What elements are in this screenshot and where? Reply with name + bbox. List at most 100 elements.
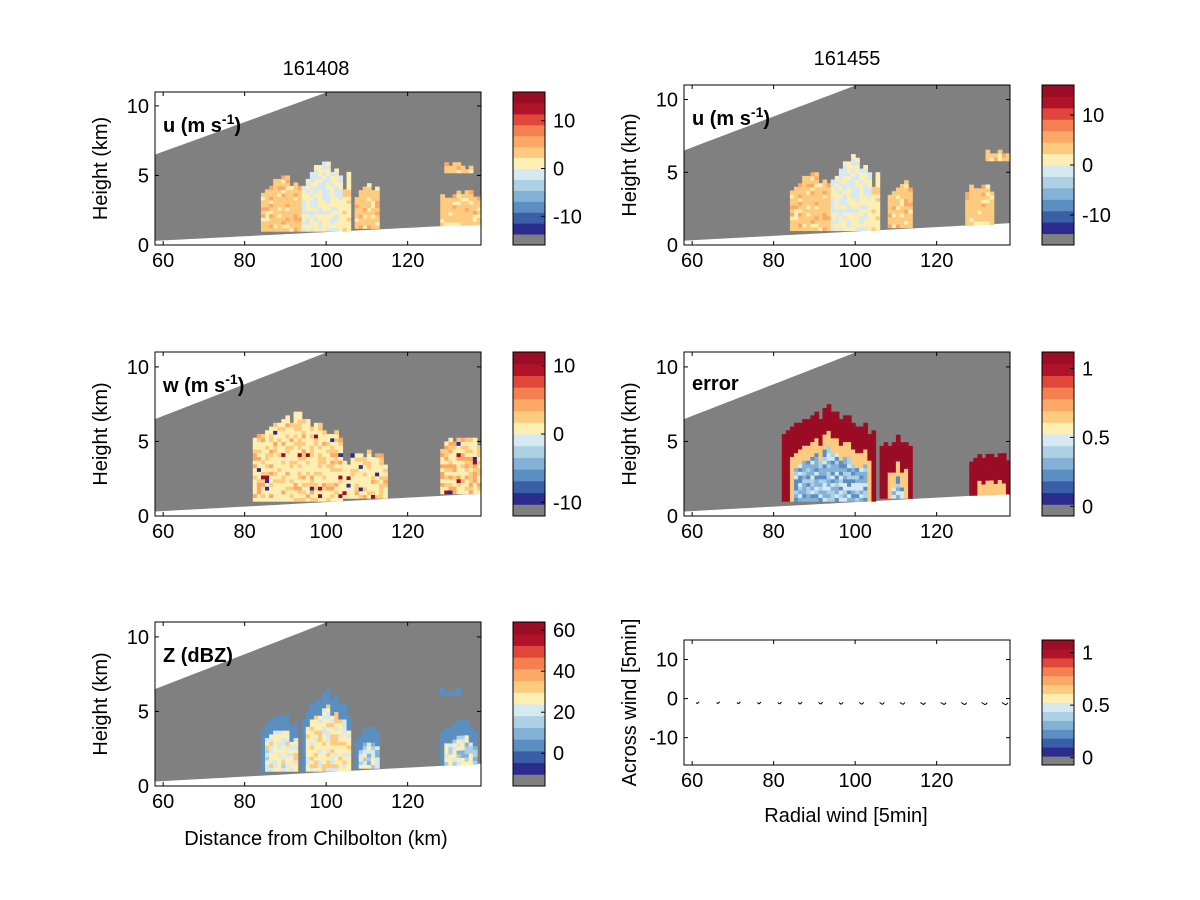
colorbar-missing-swatch xyxy=(513,774,545,786)
echo-cell xyxy=(814,219,820,224)
echo-cell xyxy=(273,475,278,480)
echo-cell xyxy=(277,426,282,431)
echo-cell xyxy=(468,193,474,198)
echo-cell xyxy=(358,749,364,754)
echo-cell xyxy=(855,223,860,228)
echo-cell xyxy=(973,487,978,492)
echo-cell xyxy=(802,419,807,424)
echo-cell xyxy=(810,219,815,224)
echo-cell xyxy=(806,201,811,206)
echo-cell xyxy=(269,456,274,461)
echo-cell xyxy=(293,192,299,197)
echo-cell xyxy=(326,182,331,187)
echo-cell xyxy=(456,757,462,762)
echo-cell xyxy=(346,752,352,757)
echo-cell xyxy=(366,494,372,499)
echo-cell xyxy=(313,182,319,187)
echo-cell xyxy=(895,442,901,447)
echo-cell xyxy=(851,493,856,498)
echo-cell xyxy=(838,489,844,495)
echo-cell xyxy=(899,449,905,454)
echo-cell xyxy=(989,213,995,218)
echo-cell xyxy=(440,687,445,692)
x-tick-label: 80 xyxy=(234,791,256,813)
echo-cell xyxy=(366,457,372,462)
echo-cell xyxy=(456,471,462,476)
echo-cell xyxy=(281,756,286,761)
echo-cell xyxy=(879,472,885,477)
echo-cell xyxy=(834,208,840,213)
echo-cell xyxy=(305,763,311,768)
echo-cell xyxy=(370,486,376,492)
echo-cell xyxy=(375,221,380,226)
echo-cell xyxy=(842,419,848,424)
echo-cell xyxy=(859,175,864,181)
echo-cell xyxy=(814,448,820,454)
echo-cell xyxy=(362,190,368,195)
echo-region xyxy=(789,172,832,232)
echo-cell xyxy=(834,475,840,480)
echo-cell xyxy=(464,452,470,457)
echo-cell xyxy=(985,461,991,466)
echo-cell xyxy=(273,748,278,754)
echo-cell xyxy=(326,227,331,232)
echo-cell xyxy=(464,448,470,454)
echo-cell xyxy=(375,464,380,469)
echo-cell xyxy=(993,479,999,484)
echo-cell xyxy=(806,460,811,465)
echo-cell xyxy=(277,422,282,428)
echo-cell xyxy=(326,692,331,698)
echo-cell xyxy=(313,707,319,713)
echo-cell xyxy=(977,476,983,481)
echo-cell xyxy=(794,212,799,217)
y-tick-label: 10 xyxy=(127,96,149,118)
echo-cell xyxy=(472,752,478,758)
echo-cell xyxy=(277,452,282,457)
y-tick-label: 0 xyxy=(667,235,678,257)
echo-cell xyxy=(785,445,791,450)
echo-cell xyxy=(277,741,282,746)
echo-cell xyxy=(277,210,282,215)
echo-cell xyxy=(818,445,824,450)
echo-cell xyxy=(810,205,815,210)
echo-cell xyxy=(851,172,856,177)
echo-cell xyxy=(794,441,799,446)
colorbar-swatch xyxy=(513,398,545,412)
echo-cell xyxy=(802,497,807,502)
echo-cell xyxy=(834,186,840,192)
echo-cell xyxy=(830,226,836,232)
echo-cell xyxy=(318,737,323,742)
echo-cell xyxy=(826,434,832,439)
echo-cell xyxy=(330,486,335,491)
wind-arrow-head xyxy=(902,702,906,705)
echo-cell xyxy=(277,441,282,446)
echo-cell xyxy=(830,205,836,210)
echo-cell xyxy=(859,486,864,491)
wind-arrow-head xyxy=(696,701,700,705)
echo-cell xyxy=(293,441,299,446)
echo-cell xyxy=(834,219,840,224)
echo-cell xyxy=(830,489,836,495)
echo-cell xyxy=(370,214,376,219)
echo-cell xyxy=(366,221,372,226)
echo-cell xyxy=(867,441,873,446)
echo-cell xyxy=(879,464,885,469)
echo-cell xyxy=(305,448,311,454)
echo-cell xyxy=(277,182,282,187)
echo-cell xyxy=(456,165,462,170)
echo-cell xyxy=(330,475,335,480)
echo-cell xyxy=(887,202,893,207)
echo-cell xyxy=(370,468,376,473)
echo-cell xyxy=(806,489,811,495)
echo-cell xyxy=(281,185,286,190)
echo-cell xyxy=(460,211,466,216)
echo-cell xyxy=(969,206,974,211)
echo-cell xyxy=(891,490,897,495)
echo-cell xyxy=(285,715,291,720)
echo-cell xyxy=(891,472,897,477)
echo-cell xyxy=(822,205,828,210)
echo-cell xyxy=(281,752,286,757)
echo-cell xyxy=(338,175,344,180)
echo-cell xyxy=(322,707,327,713)
echo-cell xyxy=(285,430,291,435)
